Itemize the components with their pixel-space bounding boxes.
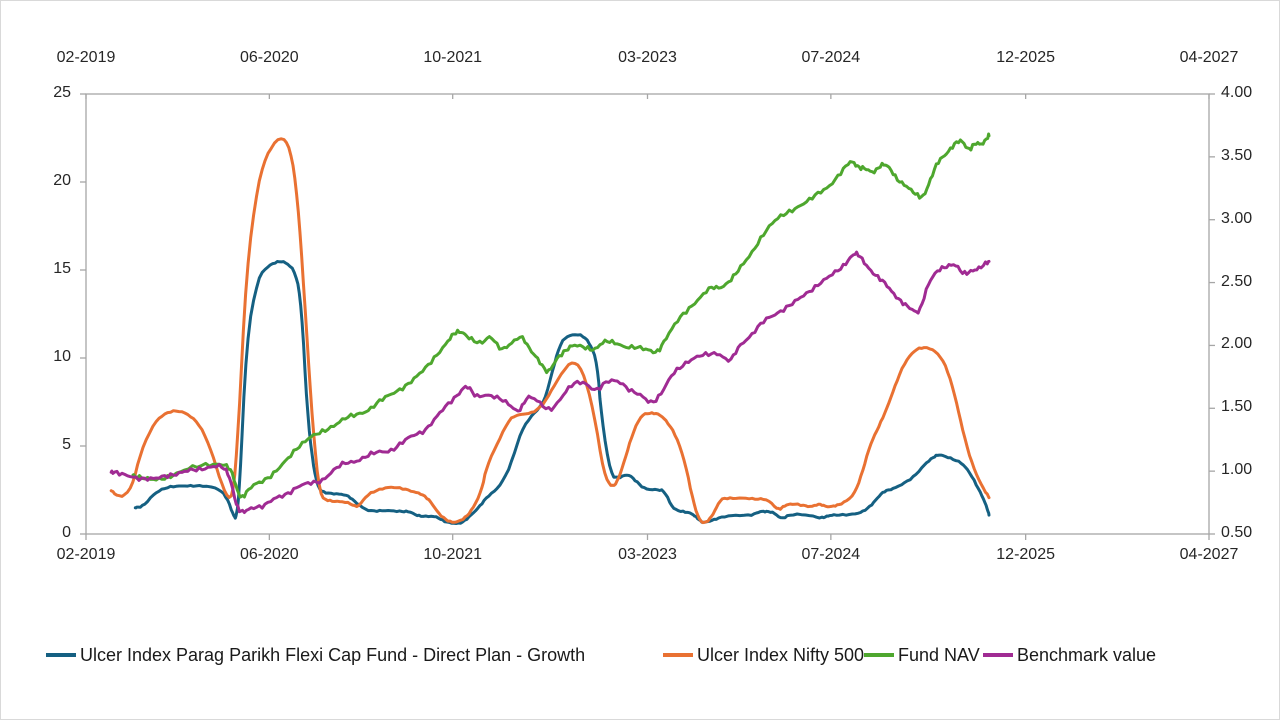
axis-tick-label: 04-2027 [1179,546,1239,563]
legend: Ulcer Index Parag Parikh Flexi Cap Fund … [1,642,1279,668]
axis-tick-label: 2.50 [1221,272,1253,290]
axis-tick-label: 3.50 [1221,146,1253,164]
series-line-ulcer-fund[interactable] [133,260,991,525]
axis-tick-label: 07-2024 [801,546,861,563]
axis-tick-label: 25 [53,84,71,101]
axis-tick-label: 02-2019 [56,49,116,66]
axis-tick-label: 1.00 [1221,461,1253,479]
legend-label-fund-nav: Fund NAV [898,644,980,665]
plot-frame [85,93,1210,535]
series-line-benchmark[interactable] [109,250,991,514]
axis-tick-label: 04-2027 [1179,49,1239,66]
legend-label-ulcer-nifty500: Ulcer Index Nifty 500 [697,644,865,665]
axis-tick-label: 02-2019 [56,546,116,563]
legend-item-fund-nav[interactable]: Fund NAV [864,642,980,668]
axis-tick-label: 03-2023 [618,546,677,563]
legend-label-benchmark: Benchmark value [1017,644,1157,665]
axis-tick-label: 12-2025 [996,49,1055,66]
axis-tick-label: 10-2021 [423,49,483,66]
axis-tick-label: 4.00 [1221,84,1253,101]
legend-swatch-ulcer-nifty500 [663,653,693,657]
axis-tick-label: 0 [62,524,71,541]
axis-tick-label: 0.50 [1221,524,1253,541]
legend-swatch-fund-nav [864,653,894,657]
axis-tick-label: 3.00 [1221,209,1253,227]
axis-tick-label: 1.50 [1221,398,1253,416]
legend-label-ulcer-fund: Ulcer Index Parag Parikh Flexi Cap Fund … [80,644,586,665]
legend-item-benchmark[interactable]: Benchmark value [983,642,1156,668]
axis-tick-label: 15 [53,260,71,277]
series-line-ulcer-nifty500[interactable] [109,137,991,525]
legend-item-ulcer-nifty500[interactable]: Ulcer Index Nifty 500 [663,642,864,668]
axis-tick-label: 06-2020 [239,546,299,563]
axis-tick-label: 10-2021 [423,546,483,563]
axis-tick-label: 07-2024 [801,49,861,66]
legend-item-ulcer-fund[interactable]: Ulcer Index Parag Parikh Flexi Cap Fund … [46,642,585,668]
axis-tick-label: 2.00 [1221,335,1253,353]
axis-tick-label: 12-2025 [996,546,1055,563]
axis-tick-label: 5 [62,436,71,453]
axis-tick-label: 10 [53,348,71,365]
axis-tick-label: 03-2023 [618,49,677,66]
legend-swatch-benchmark [983,653,1013,657]
axis-tick-label: 20 [53,172,71,189]
axis-tick-label: 06-2020 [239,49,299,66]
series-line-fund-nav[interactable] [131,132,991,499]
legend-swatch-ulcer-fund [46,653,76,657]
